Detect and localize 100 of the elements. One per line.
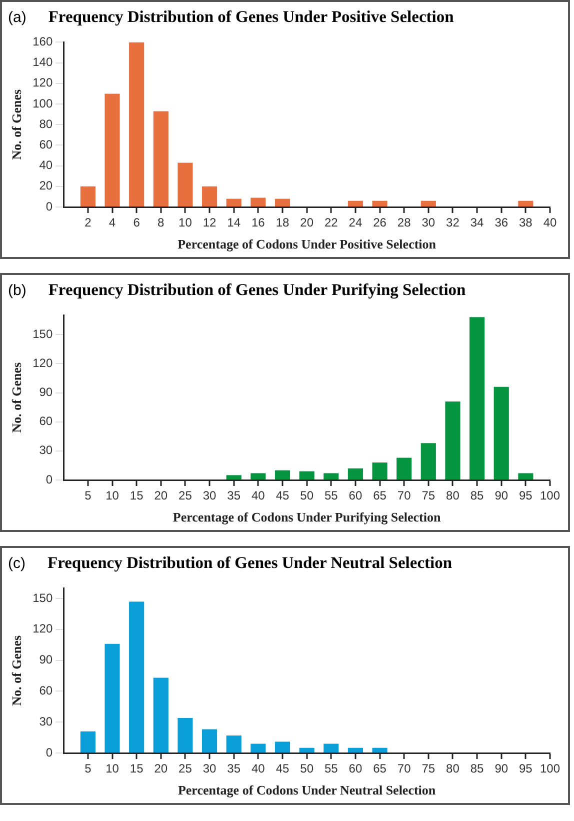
x-tick-label: 34 [470,216,484,230]
bar [226,735,242,752]
bar [396,458,412,480]
x-tick-label: 10 [106,488,120,503]
bar [178,718,193,752]
x-tick-label: 65 [373,488,387,503]
x-axis-title: Percentage of Codons Under Purifying Selection [172,510,442,525]
x-tick-label: 95 [519,488,533,503]
x-tick-label: 40 [251,488,266,503]
x-tick-label: 25 [178,762,192,776]
bar [299,471,314,480]
y-tick-label: 40 [39,158,53,172]
x-tick-label: 25 [178,488,192,503]
x-tick-label: 26 [373,216,387,230]
y-tick-label: 0 [46,472,53,486]
x-tick-label: 15 [130,762,144,776]
chart-title: Frequency Distribution of Genes Under Positive Selection [48,7,454,27]
bar [226,198,242,206]
x-tick-label: 6 [133,216,140,230]
bar [104,644,120,752]
x-tick-label: 85 [470,488,484,503]
x-tick-label: 15 [130,488,144,503]
text: (a) [8,8,26,26]
x-tick-label: 90 [494,488,508,503]
x-tick-label: 16 [251,216,266,230]
bar [202,729,218,752]
y-tick-label: 0 [46,199,53,214]
x-tick-label: 80 [446,488,460,503]
x-tick-label: 32 [446,216,460,230]
y-tick-label: 20 [39,178,53,193]
y-tick-label: 80 [39,116,53,131]
x-tick-label: 85 [470,762,484,776]
x-tick-label: 60 [348,488,362,503]
bar [129,42,144,206]
bar [153,111,168,206]
y-tick-label: 100 [32,96,53,110]
x-tick-label: 5 [84,488,92,503]
x-tick-label: 8 [158,216,165,230]
x-tick-label: 10 [178,216,192,230]
bar [80,731,96,752]
bar [494,386,509,480]
bar [104,94,120,206]
bar [420,200,436,206]
bar [274,742,290,752]
x-tick-label: 70 [397,762,412,776]
text: (c) [8,554,26,572]
x-tick-label: 12 [202,216,217,230]
bar [129,602,144,752]
x-axis-title: Percentage of Codons Under Neutral Selection [178,782,436,798]
y-tick-label: 120 [32,622,53,636]
y-tick-label: 60 [39,414,53,428]
y-tick-label: 30 [39,714,53,728]
bar [250,744,266,752]
y-tick-label: 140 [32,55,53,70]
y-tick-label: 90 [39,652,53,667]
text: (b) [8,282,26,298]
x-tick-label: 30 [202,762,217,776]
x-tick-label: 36 [494,216,508,230]
y-tick-label: 120 [32,356,53,370]
x-tick-label: 4 [108,216,116,230]
x-tick-label: 80 [446,762,460,776]
bar [80,186,96,206]
x-tick-label: 30 [202,488,217,503]
bar [348,748,363,752]
bar [324,473,339,480]
bar [299,748,314,752]
x-tick-label: 75 [422,762,436,776]
x-tick-label: 100 [540,488,560,503]
bar [348,200,363,206]
x-tick-label: 45 [276,762,290,776]
y-axis-title: No. of Genes [9,635,24,706]
bar [348,468,363,480]
x-tick-label: 35 [227,488,241,503]
x-tick-label: 55 [324,762,338,776]
x-tick-label: 55 [324,488,338,503]
y-tick-label: 150 [32,326,53,341]
bar [372,200,388,206]
y-tick-label: 90 [39,385,53,400]
bar [372,748,388,752]
bar [202,186,218,206]
x-tick-label: 2 [84,216,92,230]
y-tick-label: 60 [39,138,53,152]
y-tick-label: 30 [39,443,53,458]
x-tick-label: 70 [397,488,412,503]
x-tick-label: 24 [348,216,362,230]
x-tick-label: 50 [300,762,314,776]
bar [372,462,388,480]
x-tick-label: 28 [397,216,412,230]
x-tick-label: 50 [300,488,314,503]
x-tick-label: 40 [543,216,557,230]
y-tick-label: 120 [32,76,53,90]
bar [178,162,193,206]
y-tick-label: 160 [32,34,53,49]
x-tick-label: 38 [519,216,533,230]
chart-title: Frequency Distribution of Genes Under Purifying Selection [48,280,466,300]
bar [274,198,290,206]
bar [420,443,436,480]
x-tick-label: 40 [251,762,266,776]
x-tick-label: 5 [84,762,92,776]
bar [226,475,242,480]
